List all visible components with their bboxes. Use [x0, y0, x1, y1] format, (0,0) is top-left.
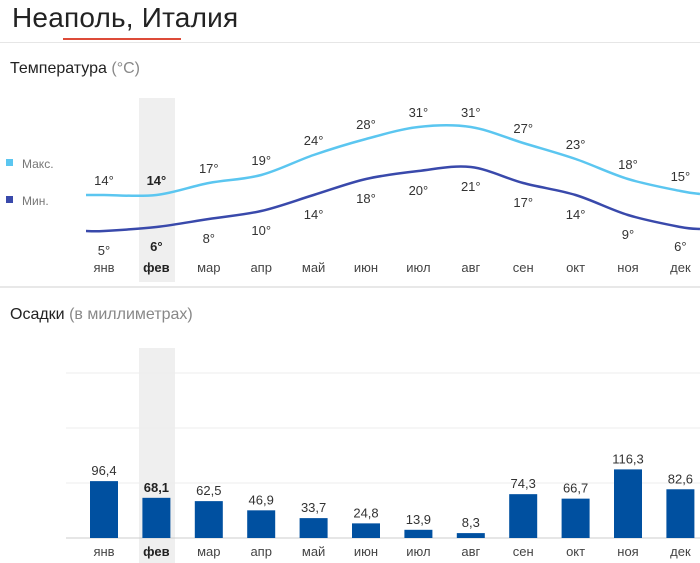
- title-underline: [63, 38, 181, 40]
- month-label[interactable]: дек: [670, 260, 691, 275]
- precip-value-label: 96,4: [91, 463, 116, 478]
- data-label-max: 24°: [304, 133, 324, 148]
- month-label[interactable]: ноя: [617, 544, 638, 559]
- data-label-max: 19°: [251, 153, 271, 168]
- month-label[interactable]: янв: [93, 260, 114, 275]
- month-label[interactable]: июн: [354, 260, 378, 275]
- precip-bar: [666, 489, 695, 538]
- temperature-heading-text: Температура: [10, 60, 107, 77]
- page-title: Неаполь, Италия: [12, 2, 239, 33]
- data-label-max: 17°: [199, 161, 219, 176]
- month-label[interactable]: янв: [93, 544, 114, 559]
- temperature-heading: Температура (°C): [10, 60, 140, 78]
- data-label-min: 9°: [622, 227, 634, 242]
- month-label[interactable]: окт: [566, 260, 585, 275]
- precipitation-heading: Осадки (в миллиметрах): [10, 306, 193, 324]
- precip-bar: [614, 469, 642, 538]
- precip-value-label: 74,3: [511, 476, 536, 491]
- data-label-max: 28°: [356, 117, 376, 132]
- temperature-chart: Макс. Мин. 14° 14° 17° 19° 24° 28° 31° 31° 27° 23° 1…: [6, 98, 700, 282]
- precip-bar: [194, 501, 223, 538]
- selected-month-highlight: [139, 98, 175, 282]
- series-line-0: [85, 124, 700, 198]
- data-label-max: 31°: [461, 105, 481, 120]
- title-divider: [0, 42, 700, 43]
- series-line-1: [85, 165, 700, 233]
- data-label-min: 14°: [566, 207, 586, 222]
- precip-bar: [456, 533, 485, 538]
- data-label-max: 27°: [513, 121, 533, 136]
- data-label-min: 6°: [674, 239, 686, 254]
- month-label[interactable]: июл: [406, 544, 430, 559]
- precip-bar: [404, 529, 433, 538]
- precip-value-label: 24,8: [353, 505, 378, 520]
- section-divider: [0, 286, 700, 288]
- precip-value-label: 66,7: [563, 481, 588, 496]
- precip-bar: [299, 518, 328, 538]
- precip-value-label: 8,3: [462, 515, 480, 530]
- precip-value-label: 13,9: [406, 512, 431, 527]
- precipitation-unit: (в миллиметрах): [69, 306, 193, 323]
- data-label-max: 14°: [147, 173, 167, 188]
- precip-value-label: 82,6: [668, 471, 693, 486]
- data-label-max: 18°: [618, 157, 638, 172]
- legend-swatch-1: [6, 196, 13, 203]
- legend-label-0: Макс.: [22, 157, 54, 171]
- data-label-min: 17°: [513, 195, 533, 210]
- data-label-min: 20°: [409, 183, 429, 198]
- month-label[interactable]: дек: [670, 544, 691, 559]
- month-label[interactable]: май: [302, 260, 325, 275]
- data-label-min: 6°: [150, 239, 162, 254]
- data-label-min: 8°: [203, 231, 215, 246]
- month-label[interactable]: авг: [461, 260, 480, 275]
- legend-swatch-0: [6, 159, 13, 166]
- data-label-max: 23°: [566, 137, 586, 152]
- data-label-min: 21°: [461, 179, 481, 194]
- month-label[interactable]: сен: [513, 260, 534, 275]
- precip-value-label: 62,5: [196, 483, 221, 498]
- month-label[interactable]: авг: [461, 544, 480, 559]
- precip-bar: [90, 481, 118, 538]
- month-label[interactable]: окт: [566, 544, 585, 559]
- precip-bar: [509, 494, 538, 538]
- month-label[interactable]: июн: [354, 544, 378, 559]
- month-label[interactable]: мар: [197, 260, 220, 275]
- month-label[interactable]: май: [302, 544, 325, 559]
- precip-value-label: 116,3: [612, 451, 644, 466]
- data-label-max: 14°: [94, 173, 114, 188]
- temperature-unit: (°C): [111, 60, 140, 77]
- month-label[interactable]: фев: [143, 544, 169, 559]
- month-label[interactable]: июл: [406, 260, 430, 275]
- precip-bar: [142, 497, 171, 538]
- data-label-min: 18°: [356, 191, 376, 206]
- precip-bar: [352, 523, 380, 538]
- month-label[interactable]: апр: [250, 544, 272, 559]
- data-label-min: 10°: [251, 223, 271, 238]
- month-label[interactable]: фев: [143, 260, 169, 275]
- precipitation-chart: 96,4 68,1 62,5 46,9 33,7 24,8 13,9 8,3 74,3 66,7 1…: [66, 348, 700, 563]
- precip-value-label: 46,9: [249, 492, 274, 507]
- data-label-max: 15°: [671, 169, 691, 184]
- legend-label-1: Мин.: [22, 194, 49, 208]
- precip-bar: [561, 498, 590, 538]
- precip-bar: [247, 510, 276, 538]
- month-label[interactable]: сен: [513, 544, 534, 559]
- month-label[interactable]: апр: [250, 260, 272, 275]
- month-label[interactable]: мар: [197, 544, 220, 559]
- data-label-min: 5°: [98, 243, 110, 258]
- precip-value-label: 68,1: [144, 480, 169, 495]
- data-label-max: 31°: [409, 105, 429, 120]
- precip-value-label: 33,7: [301, 500, 326, 515]
- month-label[interactable]: ноя: [617, 260, 638, 275]
- precipitation-heading-text: Осадки: [10, 306, 65, 323]
- data-label-min: 14°: [304, 207, 324, 222]
